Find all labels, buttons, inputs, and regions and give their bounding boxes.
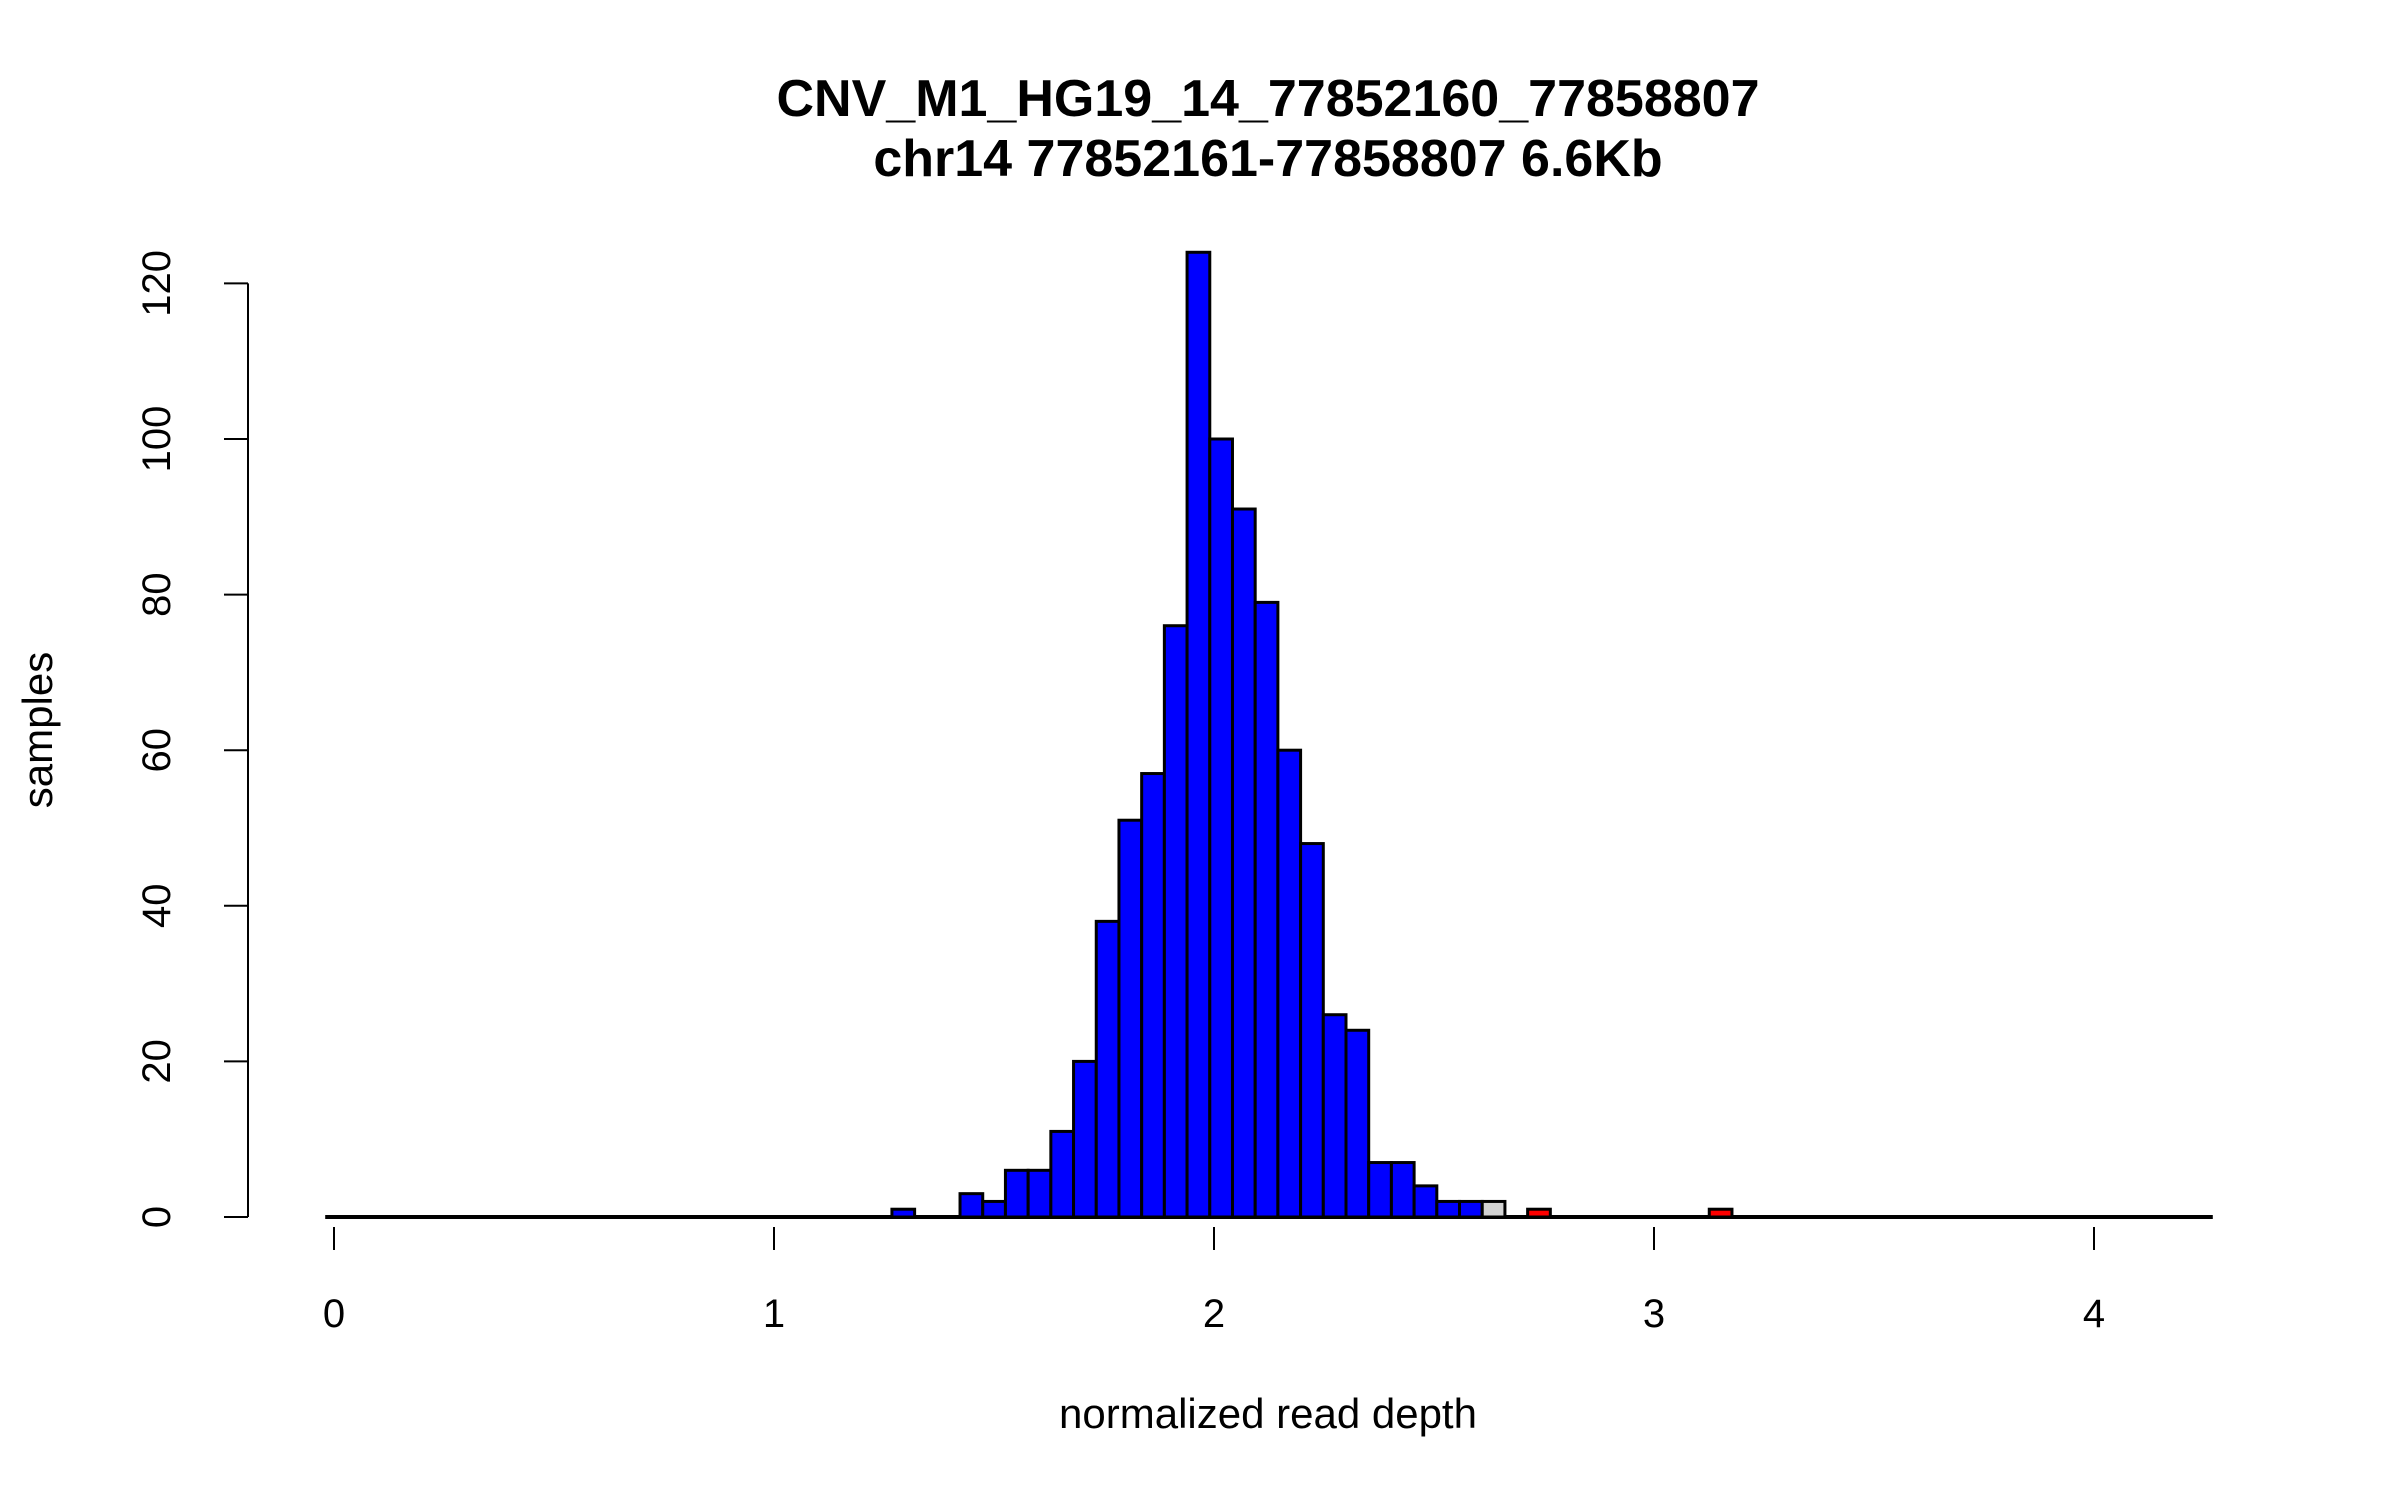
y-tick-label: 40 xyxy=(135,884,179,929)
y-tick-label: 100 xyxy=(135,406,179,473)
x-tick-label: 0 xyxy=(323,1292,345,1336)
histogram-bar xyxy=(1367,1161,1393,1219)
histogram-bar xyxy=(1435,1199,1462,1219)
histogram-bar xyxy=(890,1207,917,1219)
histogram-bar xyxy=(1299,842,1325,1219)
histogram-bar xyxy=(1526,1207,1552,1219)
x-tick-label: 4 xyxy=(2083,1292,2105,1336)
histogram-bar xyxy=(1003,1168,1030,1219)
histogram-bar xyxy=(981,1199,1007,1219)
x-tick-label: 1 xyxy=(763,1292,785,1336)
histogram-bar xyxy=(1117,818,1144,1219)
y-tick-label: 0 xyxy=(135,1206,179,1228)
histogram-bar xyxy=(1072,1059,1098,1219)
x-tick-label: 2 xyxy=(1203,1292,1225,1336)
histogram-bar xyxy=(1140,772,1166,1219)
histogram-bar xyxy=(1094,919,1121,1219)
histogram-bar xyxy=(958,1192,985,1219)
histogram-bar xyxy=(1049,1129,1076,1219)
y-tick-label: 120 xyxy=(135,250,179,317)
histogram-bar xyxy=(1480,1199,1507,1219)
histogram-bar xyxy=(1185,250,1212,1219)
histogram-bar xyxy=(1389,1161,1416,1219)
x-axis-label: normalized read depth xyxy=(1059,1390,1477,1437)
x-tick-label: 3 xyxy=(1643,1292,1665,1336)
x-axis: 0 1 2 3 4 xyxy=(323,1227,2105,1336)
histogram-bar xyxy=(1253,600,1280,1219)
histogram-bar xyxy=(1412,1184,1439,1219)
bars-group xyxy=(325,250,2213,1219)
histogram-bar xyxy=(1458,1199,1484,1219)
chart-title: CNV_M1_HG19_14_77852160_77858807 xyxy=(776,70,1759,128)
y-axis: 0 20 40 60 80 100 120 xyxy=(135,250,249,1228)
histogram-bar xyxy=(1230,507,1257,1219)
histogram-bar xyxy=(1026,1168,1053,1219)
y-tick-label: 80 xyxy=(135,572,179,617)
histogram-bar xyxy=(1321,1013,1348,1219)
histogram-bar xyxy=(1707,1207,1734,1219)
chart-subtitle: chr14 77852161-77858807 6.6Kb xyxy=(873,130,1662,188)
y-axis-label: samples xyxy=(14,652,61,808)
histogram-bar xyxy=(1208,437,1234,1219)
y-tick-label: 60 xyxy=(135,728,179,773)
histogram-bar xyxy=(1276,748,1303,1219)
histogram-bar xyxy=(1344,1028,1371,1219)
y-tick-label: 20 xyxy=(135,1039,179,1084)
histogram-bar xyxy=(1162,624,1189,1219)
